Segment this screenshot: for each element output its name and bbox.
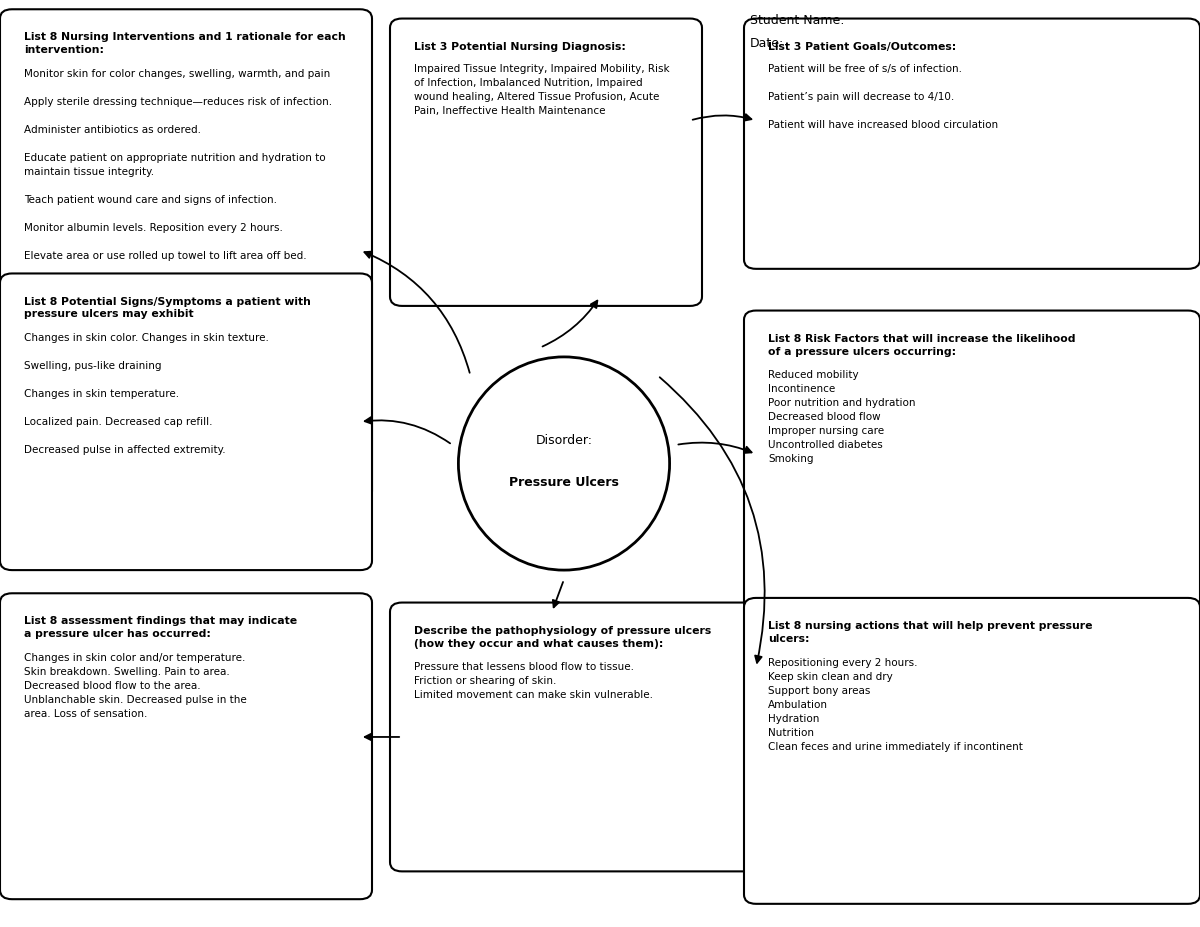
Text: List 8 Potential Signs/Symptoms a patient with
pressure ulcers may exhibit: List 8 Potential Signs/Symptoms a patien… — [24, 297, 311, 320]
Text: Changes in skin color and/or temperature.
Skin breakdown. Swelling. Pain to area: Changes in skin color and/or temperature… — [24, 654, 247, 719]
FancyBboxPatch shape — [0, 9, 372, 501]
Ellipse shape — [458, 357, 670, 570]
Text: Changes in skin color. Changes in skin texture.

Swelling, pus-like draining

Ch: Changes in skin color. Changes in skin t… — [24, 334, 269, 455]
FancyBboxPatch shape — [390, 603, 756, 871]
Text: Reduced mobility
Incontinence
Poor nutrition and hydration
Decreased blood flow
: Reduced mobility Incontinence Poor nutri… — [768, 371, 916, 464]
Text: List 8 Risk Factors that will increase the likelihood
of a pressure ulcers occur: List 8 Risk Factors that will increase t… — [768, 334, 1075, 357]
Text: List 8 Nursing Interventions and 1 rationale for each
intervention:: List 8 Nursing Interventions and 1 ratio… — [24, 32, 346, 56]
Text: Disorder:: Disorder: — [535, 434, 593, 447]
Text: Describe the pathophysiology of pressure ulcers
(how they occur and what causes : Describe the pathophysiology of pressure… — [414, 626, 712, 649]
Text: List 8 assessment findings that may indicate
a pressure ulcer has occurred:: List 8 assessment findings that may indi… — [24, 616, 298, 640]
Text: Impaired Tissue Integrity, Impaired Mobility, Risk
of Infection, Imbalanced Nutr: Impaired Tissue Integrity, Impaired Mobi… — [414, 64, 670, 116]
Text: Monitor skin for color changes, swelling, warmth, and pain

Apply sterile dressi: Monitor skin for color changes, swelling… — [24, 70, 332, 261]
Text: Repositioning every 2 hours.
Keep skin clean and dry
Support bony areas
Ambulati: Repositioning every 2 hours. Keep skin c… — [768, 658, 1022, 752]
FancyBboxPatch shape — [0, 593, 372, 899]
Text: Date:: Date: — [750, 37, 785, 50]
FancyBboxPatch shape — [390, 19, 702, 306]
FancyBboxPatch shape — [0, 273, 372, 570]
Text: List 8 nursing actions that will help prevent pressure
ulcers:: List 8 nursing actions that will help pr… — [768, 621, 1092, 644]
Text: Patient will be free of s/s of infection.

Patient’s pain will decrease to 4/10.: Patient will be free of s/s of infection… — [768, 64, 998, 130]
Text: Pressure Ulcers: Pressure Ulcers — [509, 476, 619, 489]
Text: List 3 Potential Nursing Diagnosis:: List 3 Potential Nursing Diagnosis: — [414, 42, 626, 52]
FancyBboxPatch shape — [744, 19, 1200, 269]
Text: List 3 Patient Goals/Outcomes:: List 3 Patient Goals/Outcomes: — [768, 42, 956, 52]
Text: Pressure that lessens blood flow to tissue.
Friction or shearing of skin.
Limite: Pressure that lessens blood flow to tiss… — [414, 663, 653, 701]
FancyBboxPatch shape — [744, 311, 1200, 612]
Text: Student Name:: Student Name: — [750, 14, 845, 27]
FancyBboxPatch shape — [744, 598, 1200, 904]
